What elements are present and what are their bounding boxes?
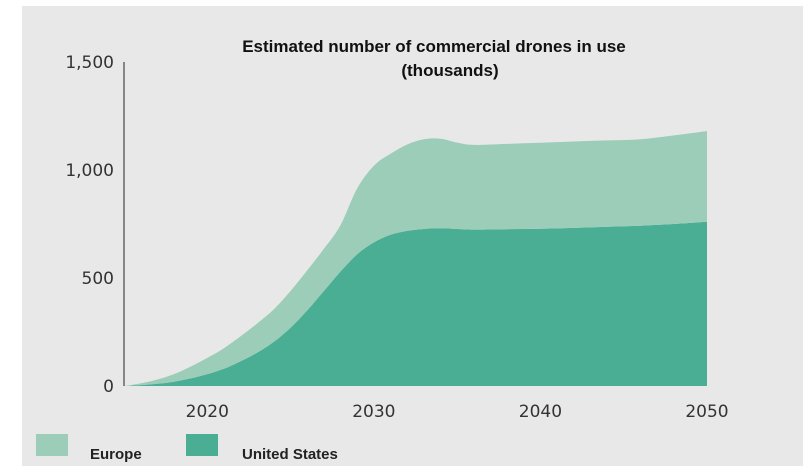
chart-areas (124, 131, 707, 386)
chart-subtitle: (thousands) (401, 61, 498, 80)
x-tick-label: 2020 (186, 402, 229, 422)
legend-label-europe: Europe (90, 446, 142, 463)
area-series-europe (124, 131, 707, 386)
x-tick-label: 2050 (685, 402, 728, 422)
legend-swatch-united-states (186, 434, 218, 456)
y-tick-label: 0 (103, 377, 114, 397)
x-tick-label: 2040 (519, 402, 562, 422)
y-tick-label: 1,000 (65, 161, 114, 181)
chart-title: Estimated number of commercial drones in… (242, 37, 626, 56)
x-tick-label: 2030 (352, 402, 395, 422)
x-axis-ticks: 2020 2030 2040 2050 (186, 402, 729, 422)
legend-swatch-europe (36, 434, 68, 456)
area-series-united-states (124, 221, 707, 386)
y-axis-ticks: 0 500 1,000 1,500 (65, 53, 114, 397)
legend: Europe United States (36, 434, 338, 463)
y-tick-label: 1,500 (65, 53, 114, 73)
legend-label-united-states: United States (242, 446, 338, 463)
y-tick-label: 500 (82, 269, 114, 289)
